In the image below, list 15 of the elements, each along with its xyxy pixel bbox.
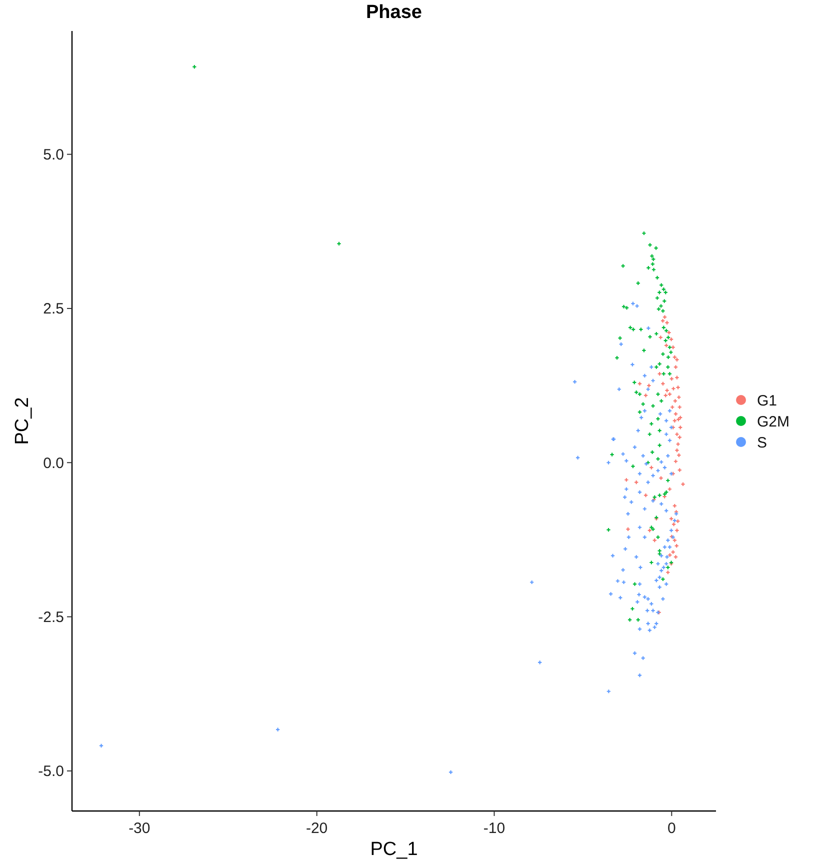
y-tick-label: -5.0	[38, 763, 64, 780]
x-tick-label: 0	[667, 820, 676, 837]
x-tick-label: -20	[306, 820, 328, 837]
chart-title: Phase	[366, 2, 422, 23]
y-tick-label: -2.5	[38, 609, 64, 626]
legend-label: S	[757, 434, 768, 452]
x-axis-title: PC_1	[370, 839, 418, 860]
y-axis-title: PC_2	[12, 397, 33, 445]
y-tick-label: 0.0	[43, 454, 64, 472]
y-tick-label: 2.5	[43, 300, 64, 318]
x-tick-label: -10	[483, 820, 506, 837]
legend-label: G2M	[757, 413, 790, 430]
y-tick-label: 5.0	[43, 146, 64, 164]
legend-label: G1	[757, 392, 778, 410]
x-tick-label: -30	[128, 820, 150, 837]
